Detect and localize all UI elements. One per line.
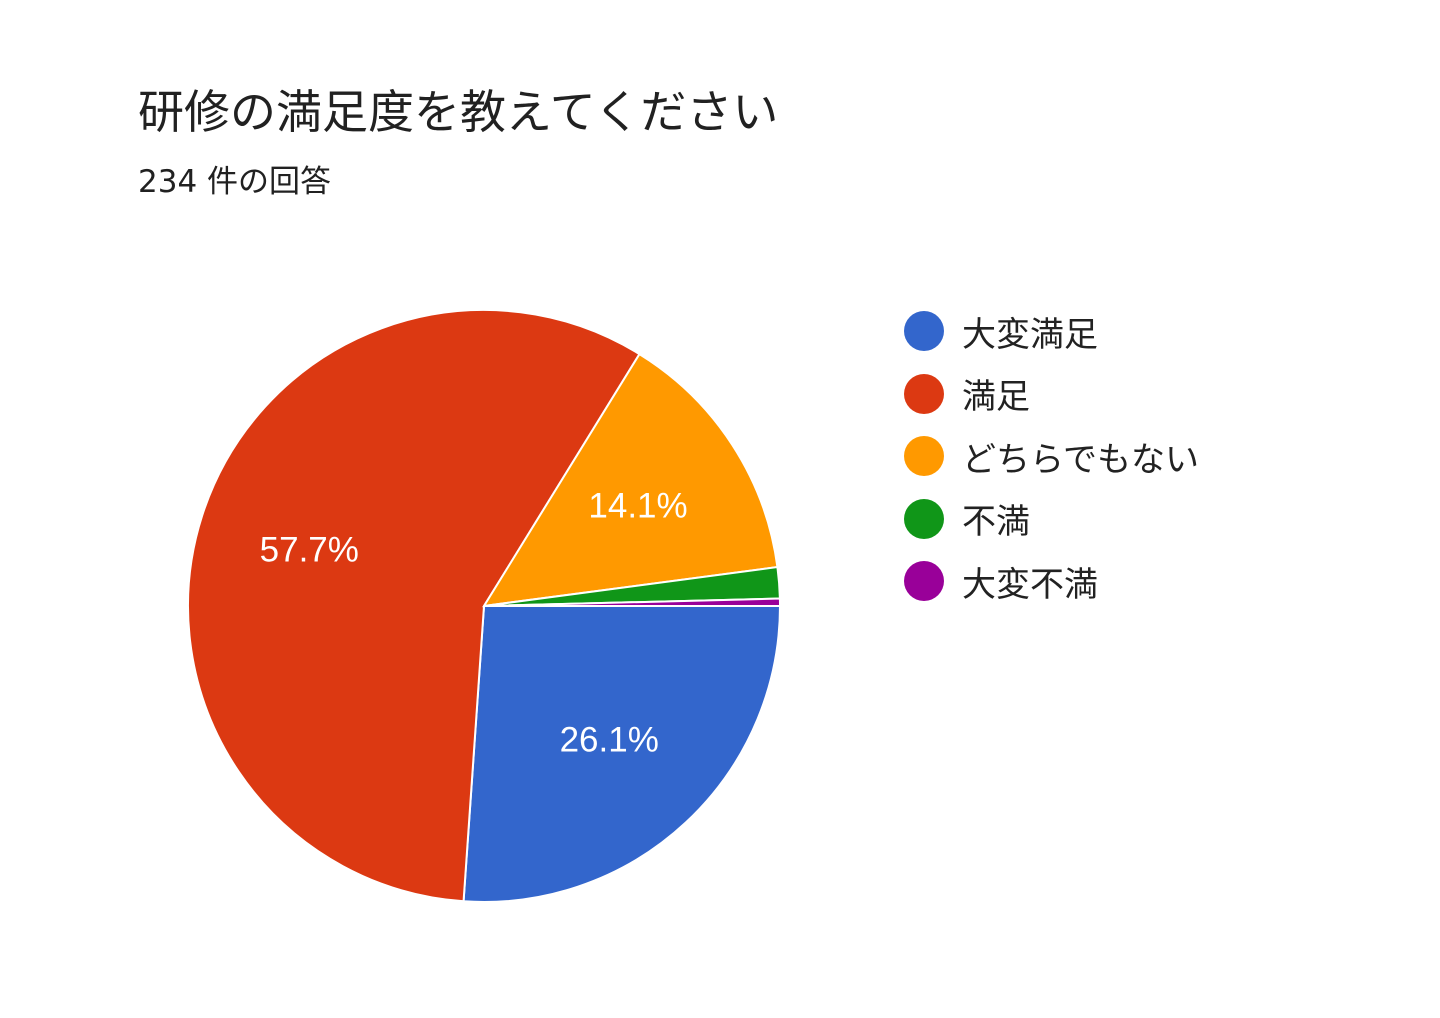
response-count-number: 234 [138, 164, 198, 200]
pie-slice-labels: 26.1% 57.7% 14.1% [260, 487, 688, 760]
legend-item-1: 大変満足 [904, 300, 1199, 363]
pie-slice-2 [187, 309, 641, 903]
pie-slice-label-3: 14.1% [588, 487, 687, 526]
chart-title: 研修の満足度を教えてください [138, 85, 779, 139]
legend-label-1: 大変満足 [962, 314, 1098, 355]
legend-item-5: 大変不満 [904, 550, 1199, 613]
pie-slices [187, 309, 782, 903]
legend-label-3: どちらでもない [962, 439, 1199, 480]
legend-label-4: 不満 [962, 502, 1030, 543]
pie-slice-1 [462, 605, 782, 903]
legend-swatch-5 [904, 561, 944, 602]
pie-slice-3 [482, 352, 779, 608]
legend-label-5: 大変不満 [962, 564, 1098, 605]
response-count-suffix: 件の回答 [207, 164, 332, 200]
legend-item-4: 不満 [904, 488, 1199, 551]
legend-swatch-4 [904, 498, 944, 539]
pie-slice-5 [483, 597, 782, 607]
legend-item-2: 満足 [904, 363, 1199, 426]
legend-swatch-2 [904, 373, 944, 414]
legend-swatch-3 [904, 436, 944, 477]
chart-legend: 大変満足満足どちらでもない 不満大変不満 [904, 300, 1199, 613]
pie-slice-label-2: 57.7% [260, 530, 359, 569]
pie-slice-label-1: 26.1% [560, 721, 659, 760]
legend-label-2: 満足 [962, 377, 1030, 418]
legend-swatch-1 [904, 311, 944, 352]
legend-item-3: どちらでもない [904, 425, 1199, 488]
response-count: 234 件の回答 [138, 162, 331, 202]
